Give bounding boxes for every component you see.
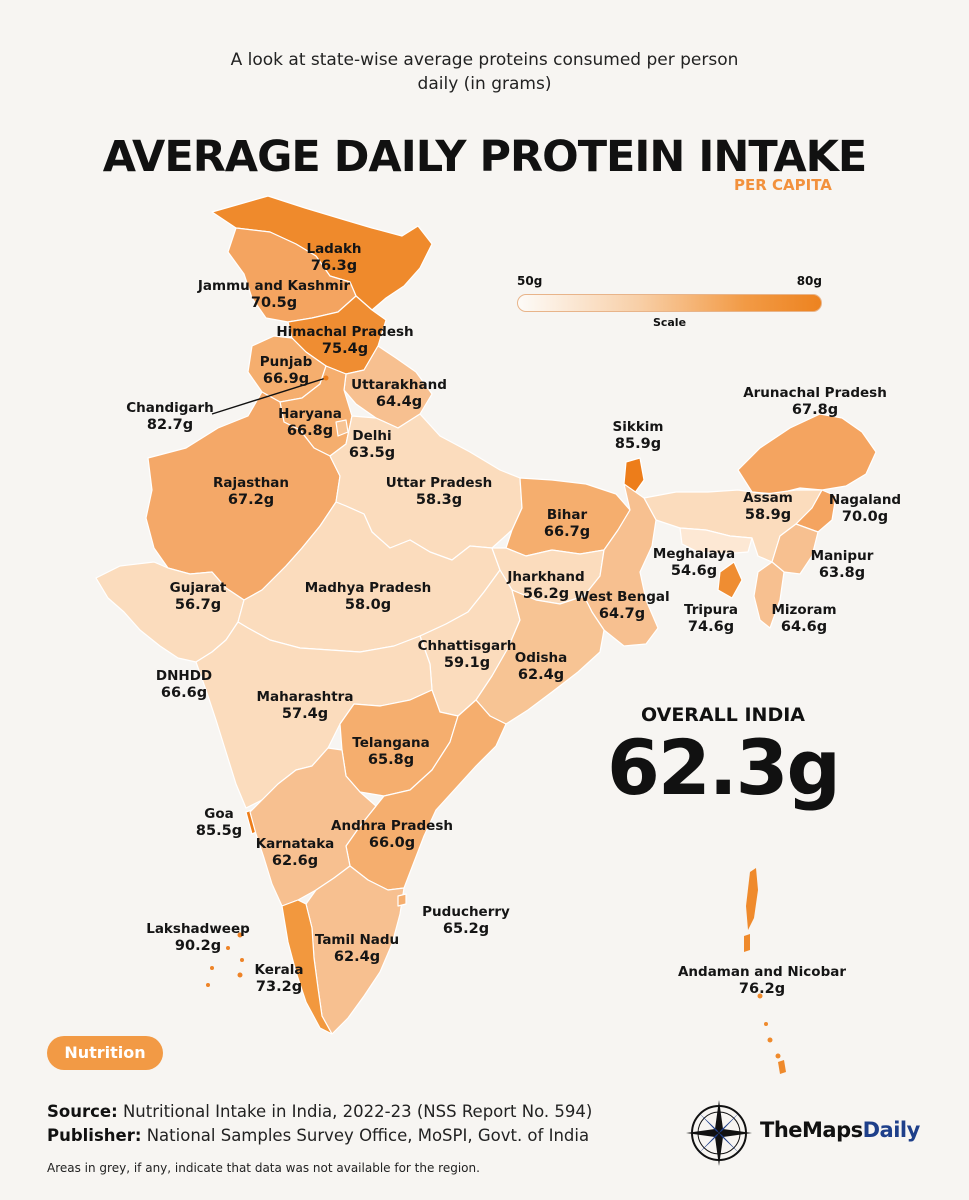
region-chandigarh[interactable]	[323, 375, 329, 381]
label-goa: Goa 85.5g	[195, 806, 243, 839]
region-meghalaya[interactable]	[679, 527, 753, 555]
title-sub: PER CAPITA	[734, 176, 832, 194]
overall-value: 62.3g	[607, 723, 841, 812]
label-punjab: Punjab 66.9g	[259, 354, 313, 387]
label-ladakh: Ladakh 76.3g	[306, 241, 362, 274]
label-arunachal-pradesh: Arunachal Pradesh 67.8g	[743, 385, 887, 418]
publisher-text: National Samples Survey Office, MoSPI, G…	[146, 1126, 590, 1145]
publisher-label: Publisher:	[47, 1126, 142, 1145]
label-andaman-nicobar: Andaman and Nicobar 76.2g	[677, 964, 847, 997]
label-gujarat: Gujarat 56.7g	[169, 580, 227, 613]
source-text: Nutritional Intake in India, 2022-23 (NS…	[122, 1102, 593, 1121]
scale-max-label: 80g	[796, 274, 822, 288]
label-maharashtra: Maharashtra 57.4g	[256, 689, 354, 722]
label-odisha: Odisha 62.4g	[514, 650, 568, 683]
region-odisha[interactable]	[475, 589, 605, 725]
label-kerala: Kerala 73.2g	[254, 962, 304, 995]
region-tripura[interactable]	[717, 561, 743, 599]
region-arunachal-pradesh[interactable]	[737, 413, 877, 495]
chandigarh-pointer	[211, 377, 327, 415]
label-uttarakhand: Uttarakhand 64.4g	[351, 377, 447, 410]
subtitle-line-1: A look at state-wise average proteins co…	[230, 50, 739, 70]
label-mizoram: Mizoram 64.6g	[771, 602, 837, 635]
label-jharkhand: Jharkhand 56.2g	[507, 569, 585, 602]
category-badge: Nutrition	[47, 1036, 163, 1070]
region-kerala[interactable]	[281, 899, 333, 1035]
label-himachal-pradesh: Himachal Pradesh 75.4g	[276, 324, 414, 357]
label-karnataka: Karnataka 62.6g	[255, 836, 335, 869]
label-west-bengal: West Bengal 64.7g	[574, 589, 670, 622]
label-chandigarh: Chandigarh 82.7g	[126, 400, 214, 433]
footnote: Areas in grey, if any, indicate that dat…	[47, 1161, 480, 1175]
label-puducherry: Puducherry 65.2g	[422, 904, 510, 937]
region-karnataka[interactable]	[249, 747, 377, 907]
label-dnhdd: DNHDD 66.6g	[155, 668, 213, 701]
source-block: Source: Nutritional Intake in India, 202…	[47, 1100, 592, 1148]
label-meghalaya: Meghalaya 54.6g	[652, 546, 736, 579]
main-title: AVERAGE DAILY PROTEIN INTAKE	[102, 132, 868, 182]
overall-label: OVERALL INDIA	[640, 704, 805, 726]
region-puducherry[interactable]	[397, 893, 407, 907]
label-haryana: Haryana 66.8g	[278, 406, 342, 439]
label-madhya-pradesh: Madhya Pradesh 58.0g	[304, 580, 432, 613]
label-jammu-kashmir: Jammu and Kashmir 70.5g	[197, 278, 351, 311]
label-rajasthan: Rajasthan 67.2g	[212, 475, 290, 508]
region-mizoram[interactable]	[753, 561, 785, 629]
label-tripura: Tripura 74.6g	[683, 602, 739, 635]
label-sikkim: Sikkim 85.9g	[612, 419, 664, 452]
compass-icon	[686, 1100, 752, 1166]
label-uttar-pradesh: Uttar Pradesh 58.3g	[385, 475, 493, 508]
overall-india: OVERALL INDIA 62.3g	[598, 704, 848, 810]
label-nagaland: Nagaland 70.0g	[828, 492, 902, 525]
label-bihar: Bihar 66.7g	[543, 507, 591, 540]
scale-gradient-bar	[517, 294, 822, 312]
region-andaman-nicobar[interactable]	[744, 868, 786, 1074]
region-sikkim[interactable]	[623, 457, 645, 495]
label-manipur: Manipur 63.8g	[810, 548, 874, 581]
scale-min-label: 50g	[517, 274, 543, 288]
source-label: Source:	[47, 1102, 118, 1121]
label-lakshadweep: Lakshadweep 90.2g	[146, 921, 250, 954]
subtitle-line-2: daily (in grams)	[417, 74, 552, 94]
region-uttarakhand[interactable]	[343, 345, 433, 429]
label-delhi: Delhi 63.5g	[348, 428, 396, 461]
label-andhra-pradesh: Andhra Pradesh 66.0g	[331, 818, 453, 851]
brand-name: TheMapsDaily	[760, 1118, 920, 1142]
brand-logo: TheMapsDaily	[684, 1098, 944, 1168]
label-assam: Assam 58.9g	[743, 490, 793, 523]
subtitle: A look at state-wise average proteins co…	[0, 48, 969, 96]
region-lakshadweep[interactable]	[206, 932, 244, 988]
label-tamil-nadu: Tamil Nadu 62.4g	[314, 932, 400, 965]
label-telangana: Telangana 65.8g	[352, 735, 430, 768]
label-chhattisgarh: Chhattisgarh 59.1g	[417, 638, 517, 671]
scale-caption: Scale	[652, 316, 687, 329]
